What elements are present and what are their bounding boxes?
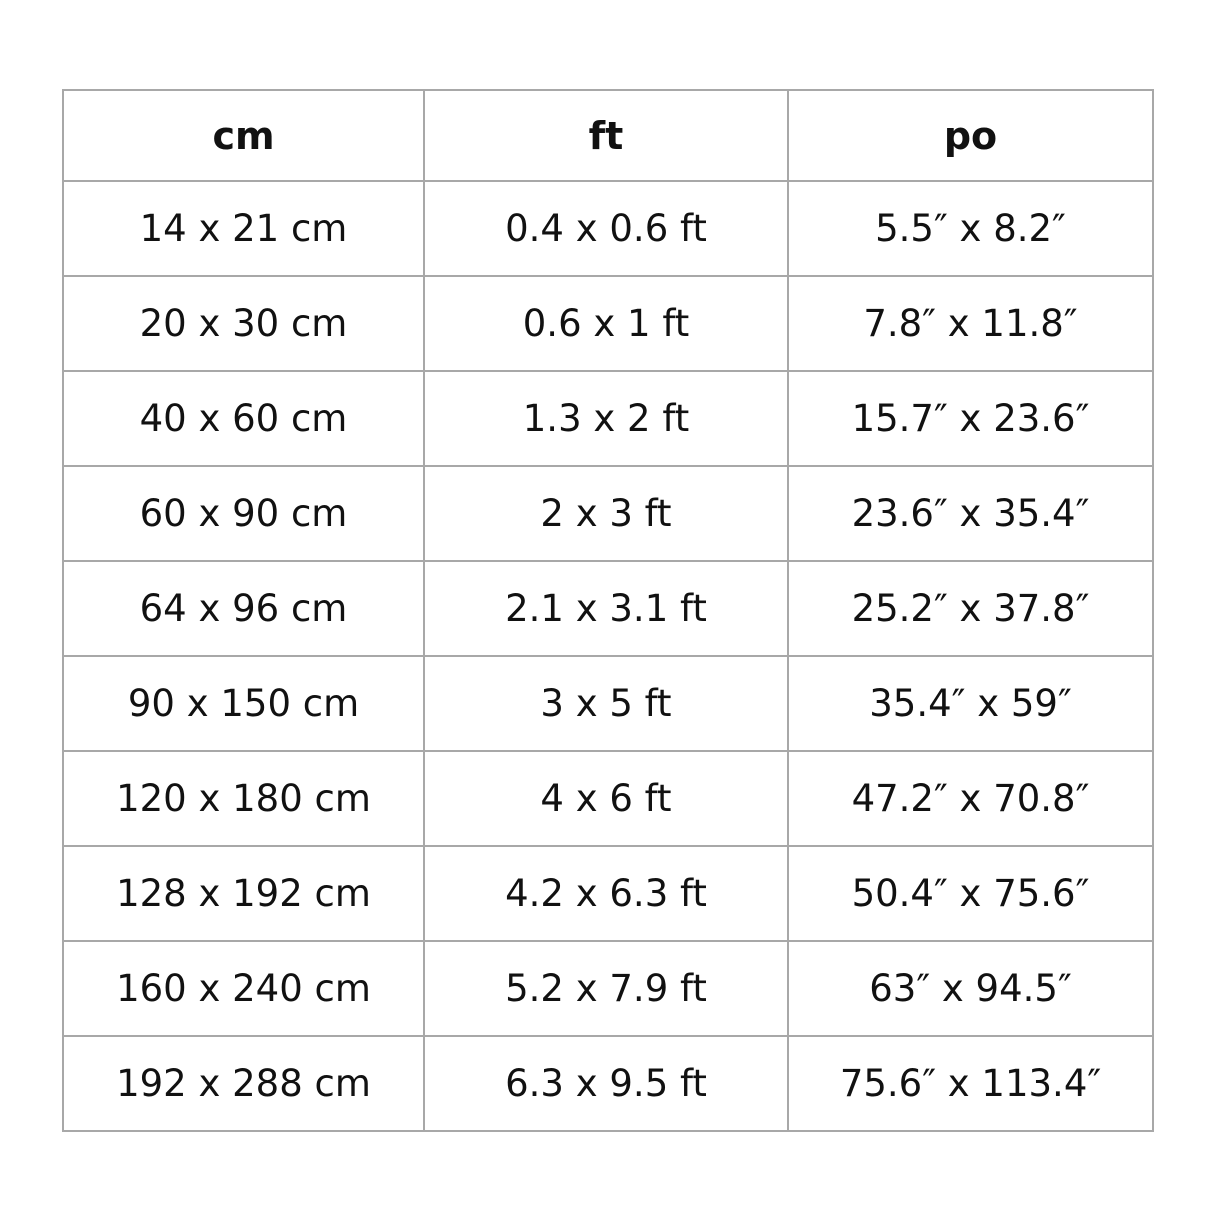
cell-po: 50.4″ x 75.6″ [787, 845, 1154, 942]
cell-ft: 3 x 5 ft [423, 655, 789, 752]
cell-cm: 14 x 21 cm [62, 180, 425, 277]
header-po: po [787, 89, 1154, 182]
table-row: 64 x 96 cm 2.1 x 3.1 ft 25.2″ x 37.8″ [62, 560, 1154, 657]
table-row: 60 x 90 cm 2 x 3 ft 23.6″ x 35.4″ [62, 465, 1154, 562]
cell-po: 7.8″ x 11.8″ [787, 275, 1154, 372]
table-row: 128 x 192 cm 4.2 x 6.3 ft 50.4″ x 75.6″ [62, 845, 1154, 942]
cell-ft: 4.2 x 6.3 ft [423, 845, 789, 942]
size-conversion-table: cm ft po 14 x 21 cm 0.4 x 0.6 ft 5.5″ x 8.… [62, 89, 1154, 1132]
cell-ft: 2.1 x 3.1 ft [423, 560, 789, 657]
cell-po: 23.6″ x 35.4″ [787, 465, 1154, 562]
table-row: 192 x 288 cm 6.3 x 9.5 ft 75.6″ x 113.4″ [62, 1035, 1154, 1132]
cell-cm: 60 x 90 cm [62, 465, 425, 562]
cell-cm: 160 x 240 cm [62, 940, 425, 1037]
cell-cm: 192 x 288 cm [62, 1035, 425, 1132]
table-row: 14 x 21 cm 0.4 x 0.6 ft 5.5″ x 8.2″ [62, 180, 1154, 277]
header-cm: cm [62, 89, 425, 182]
cell-po: 5.5″ x 8.2″ [787, 180, 1154, 277]
cell-po: 75.6″ x 113.4″ [787, 1035, 1154, 1132]
table-row: 90 x 150 cm 3 x 5 ft 35.4″ x 59″ [62, 655, 1154, 752]
cell-cm: 90 x 150 cm [62, 655, 425, 752]
cell-po: 35.4″ x 59″ [787, 655, 1154, 752]
header-ft: ft [423, 89, 789, 182]
cell-po: 47.2″ x 70.8″ [787, 750, 1154, 847]
cell-po: 15.7″ x 23.6″ [787, 370, 1154, 467]
cell-ft: 6.3 x 9.5 ft [423, 1035, 789, 1132]
cell-cm: 120 x 180 cm [62, 750, 425, 847]
cell-cm: 64 x 96 cm [62, 560, 425, 657]
cell-cm: 40 x 60 cm [62, 370, 425, 467]
header-row: cm ft po [62, 89, 1154, 182]
cell-po: 25.2″ x 37.8″ [787, 560, 1154, 657]
cell-ft: 0.6 x 1 ft [423, 275, 789, 372]
cell-cm: 128 x 192 cm [62, 845, 425, 942]
cell-ft: 2 x 3 ft [423, 465, 789, 562]
cell-ft: 1.3 x 2 ft [423, 370, 789, 467]
cell-ft: 4 x 6 ft [423, 750, 789, 847]
cell-po: 63″ x 94.5″ [787, 940, 1154, 1037]
table-row: 40 x 60 cm 1.3 x 2 ft 15.7″ x 23.6″ [62, 370, 1154, 467]
cell-ft: 0.4 x 0.6 ft [423, 180, 789, 277]
cell-ft: 5.2 x 7.9 ft [423, 940, 789, 1037]
table-row: 20 x 30 cm 0.6 x 1 ft 7.8″ x 11.8″ [62, 275, 1154, 372]
table-row: 120 x 180 cm 4 x 6 ft 47.2″ x 70.8″ [62, 750, 1154, 847]
cell-cm: 20 x 30 cm [62, 275, 425, 372]
table-row: 160 x 240 cm 5.2 x 7.9 ft 63″ x 94.5″ [62, 940, 1154, 1037]
